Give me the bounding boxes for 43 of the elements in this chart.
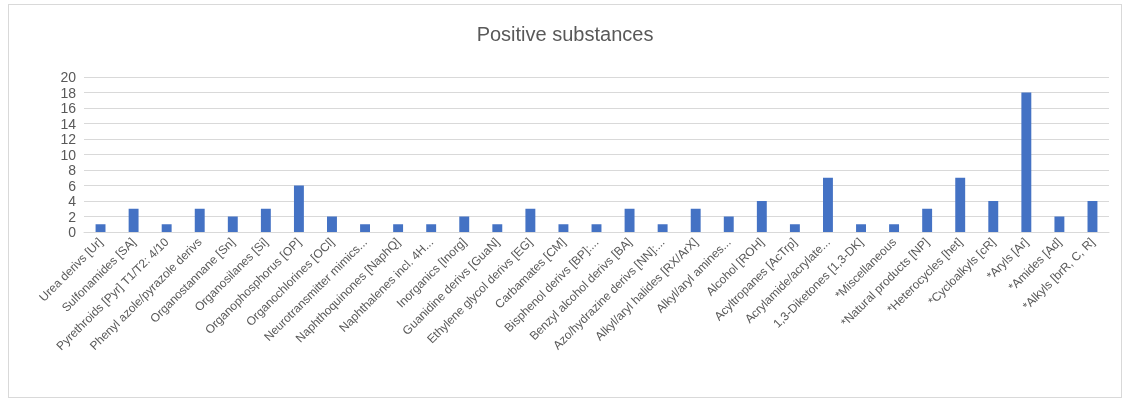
bar [459,216,470,232]
bar [624,208,635,232]
bar [1087,201,1098,232]
bar [492,224,503,232]
bar [591,224,602,232]
y-tick-label: 10 [60,146,77,163]
y-tick-label: 0 [68,224,77,240]
bar [988,201,999,232]
bar [525,208,536,232]
bar [856,224,866,232]
bar [657,224,668,232]
bar [1021,92,1032,232]
y-tick-label: 2 [68,208,77,225]
y-tick-label: 18 [60,84,77,101]
y-tick-label: 14 [60,115,77,132]
bar [690,208,701,232]
bar [293,185,304,232]
bar [393,224,404,232]
y-tick-label: 16 [60,100,77,116]
bar [260,208,271,232]
y-tick-label: 12 [60,131,77,147]
bar [889,224,900,232]
bar [822,177,833,232]
bar [789,224,800,232]
bar [1054,216,1065,232]
bar [558,224,569,232]
bar [426,224,437,232]
bar [194,208,205,232]
bar [756,201,767,232]
bar [955,177,966,232]
bar [227,216,238,232]
bar [360,224,371,232]
bar [128,208,139,232]
chart-title: Positive substances [476,23,654,45]
y-tick-label: 4 [68,193,77,209]
y-tick-label: 20 [60,69,77,85]
bar [161,224,172,232]
bar [95,224,106,232]
bar [327,216,337,232]
bar [723,216,734,232]
y-tick-label: 8 [68,162,77,178]
y-tick-label: 6 [68,177,77,194]
bar [922,208,933,232]
